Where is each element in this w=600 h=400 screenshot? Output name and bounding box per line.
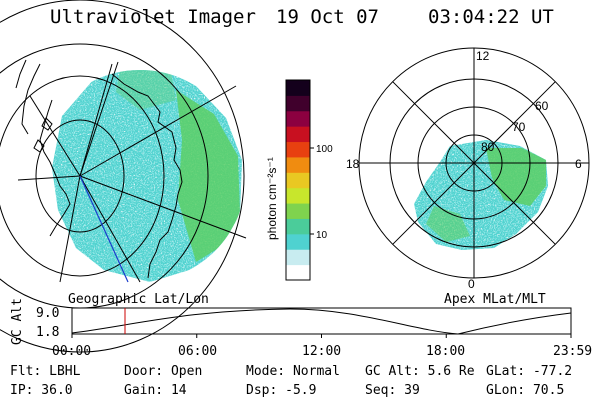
altitude-plot [71, 307, 572, 338]
geographic-image-panel [0, 0, 247, 353]
altitude-xtick-0: 00:00 [52, 344, 92, 359]
glon-info: GLon: 70.5 [486, 383, 565, 398]
colorbar-swatch [286, 203, 310, 219]
colorbar-swatch [286, 95, 310, 112]
altitude-curve [71, 308, 572, 335]
apex-caption: Apex MLat/MLT [444, 292, 546, 307]
gain-info: Gain: 14 [124, 383, 187, 398]
door-info: Door: Open [124, 364, 203, 379]
colorbar-swatch [286, 233, 310, 250]
mlat-label-60: 60 [535, 99, 549, 113]
mode-info: Mode: Normal [246, 364, 340, 379]
geographic-caption: Geographic Lat/Lon [68, 292, 209, 307]
colorbar-swatch [286, 218, 310, 235]
colorbar-tick-10: 10 [316, 230, 328, 241]
colorbar-swatch [286, 249, 310, 266]
ip-info: IP: 36.0 [10, 383, 73, 398]
seq-info: Seq: 39 [365, 383, 420, 398]
altitude-ytick-min: 1.8 [36, 325, 60, 340]
altitude-xtick-3: 18:00 [426, 344, 466, 359]
date-label: 19 Oct 07 [276, 6, 379, 28]
colorbar-swatch [286, 80, 310, 96]
altitude-ytick-max: 9.0 [36, 306, 60, 321]
colorbar-swatch [286, 172, 310, 189]
colorbar-frame [285, 79, 311, 281]
gc-alt-info: GC Alt: 5.6 Re [365, 364, 475, 379]
mlat-label-70: 70 [512, 120, 526, 134]
time-label: 03:04:22 UT [428, 6, 554, 28]
colorbar-swatch [286, 110, 310, 127]
polar-image-panel: 12 18 6 0 60 70 80 [346, 47, 590, 291]
altitude-xtick-2: 12:00 [302, 344, 342, 359]
mlt-label-6: 6 [575, 157, 582, 171]
mlat-label-80: 80 [481, 140, 495, 154]
colorbar-swatch [286, 156, 310, 173]
color-bar [285, 79, 314, 281]
mlt-label-12: 12 [476, 49, 490, 63]
mlt-label-0: 0 [468, 277, 475, 291]
colorbar-swatch [286, 126, 310, 143]
colorbar-swatch [286, 264, 310, 281]
glat-info: GLat: -77.2 [486, 364, 573, 379]
altitude-xtick-4: 23:59 [553, 344, 593, 359]
altitude-ylabel: GC Alt [10, 298, 25, 345]
altitude-xtick-1: 06:00 [178, 344, 218, 359]
colorbar-swatch [286, 187, 310, 204]
mlt-label-18: 18 [346, 157, 360, 171]
instrument-title: Ultraviolet Imager [50, 6, 256, 28]
filter-info: Flt: LBHL [10, 364, 81, 379]
colorbar-swatch [286, 141, 310, 158]
colorbar-unit-label: photon cm⁻²s⁻¹ [265, 157, 279, 240]
colorbar-tick-100: 100 [316, 144, 333, 155]
dsp-info: Dsp: -5.9 [246, 383, 317, 398]
